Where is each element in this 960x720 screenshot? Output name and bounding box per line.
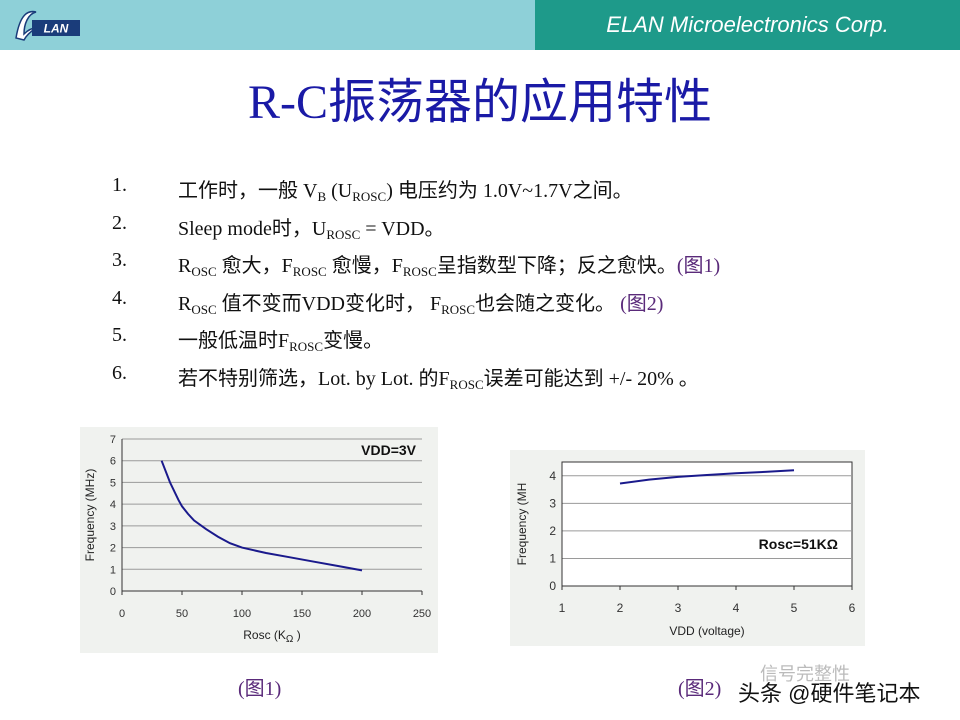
y-tick-label: 6	[110, 456, 116, 468]
y-axis-label: Frequency (MHz)	[83, 469, 97, 562]
plot-area	[561, 461, 853, 587]
y-tick-label: 1	[110, 564, 116, 576]
x-tick-label: 5	[791, 601, 798, 615]
list-item: 1. 工作时，一般 VB (UROSC) 电压约为 1.0V~1.7V之间。	[112, 170, 912, 208]
y-tick-label: 0	[110, 586, 116, 598]
list-item: 6. 若不特别筛选，Lot. by Lot. 的FROSC误差可能达到 +/- …	[112, 358, 912, 396]
chart-annotation: Rosc=51KΩ	[759, 536, 838, 552]
x-tick-label: 250	[413, 608, 431, 620]
list-item: 2. Sleep mode时，UROSC = VDD。	[112, 208, 912, 246]
list-number: 2.	[112, 211, 127, 234]
list-text: ROSC 值不变而VDD变化时， FROSC也会随之变化。 (图2)	[178, 292, 664, 317]
characteristics-list: 1. 工作时，一般 VB (UROSC) 电压约为 1.0V~1.7V之间。 2…	[112, 170, 912, 395]
figure-ref: (图2)	[620, 292, 664, 315]
y-tick-label: 3	[110, 521, 116, 533]
x-tick-label: 6	[849, 601, 856, 615]
list-text: 一般低温时FROSC变慢。	[178, 330, 384, 354]
x-tick-label: 2	[617, 601, 624, 615]
list-number: 3.	[112, 249, 127, 271]
list-number: 6.	[112, 361, 127, 384]
y-axis-label: Frequency (MH	[515, 483, 529, 566]
y-tick-label: 4	[110, 499, 116, 511]
x-axis-label: Rosc (KΩ )	[243, 628, 301, 645]
x-axis-unit: Ω	[286, 634, 294, 645]
x-axis-label: VDD (voltage)	[669, 624, 744, 638]
x-tick-label: 0	[119, 608, 125, 620]
x-tick-label: 4	[733, 601, 740, 615]
chart-annotation: VDD=3V	[361, 442, 417, 458]
list-text: 若不特别筛选，Lot. by Lot. 的FROSC误差可能达到 +/- 20%…	[178, 367, 699, 392]
x-tick-label: 3	[675, 601, 682, 615]
list-number: 5.	[112, 324, 127, 346]
list-number: 4.	[112, 286, 127, 309]
x-tick-label: 50	[176, 608, 188, 620]
watermark-signal: 信号完整性	[760, 664, 850, 684]
logo-text: LAN	[44, 22, 69, 36]
list-text: ROSC 愈大，FROSC 愈慢，FROSC呈指数型下降；反之愈快。(图1)	[178, 255, 721, 279]
list-item: 5. 一般低温时FROSC变慢。	[112, 320, 912, 358]
series-line	[160, 460, 363, 572]
list-item: 4. ROSC 值不变而VDD变化时， FROSC也会随之变化。 (图2)	[112, 283, 912, 321]
y-tick-label: 3	[549, 496, 556, 510]
elan-logo-icon: LAN	[10, 4, 84, 46]
chart-frequency-vs-rosc: 0 1 2 3 4 5 6 7 0 50 100 150 200 250 VDD=3V Frequency (…	[80, 427, 438, 653]
figure-ref: (图1)	[676, 255, 721, 277]
header-bar: LAN ELAN Microelectronics Corp.	[0, 0, 960, 50]
chart1-caption: (图1)	[238, 678, 282, 700]
chart1-svg: 0 1 2 3 4 5 6 7 0 50 100 150 200 250 VDD=3V Frequency (…	[83, 434, 431, 645]
list-text: Sleep mode时，UROSC = VDD。	[178, 217, 445, 242]
y-tick-label: 4	[549, 469, 556, 483]
list-number: 1.	[112, 174, 127, 196]
x-tick-label: 200	[353, 608, 371, 620]
chart-frequency-vs-vdd: 0 1 2 3 4 1 2 3 4 5 6 Rosc=51KΩ Frequency (MH VDD (vo…	[510, 450, 865, 646]
y-tick-label: 2	[549, 524, 556, 538]
x-tick-label: 150	[293, 608, 311, 620]
list-item: 3. ROSC 愈大，FROSC 愈慢，FROSC呈指数型下降；反之愈快。(图1…	[112, 245, 912, 283]
slide-title: R-C振荡器的应用特性	[247, 76, 713, 129]
series-line	[619, 469, 795, 485]
elan-logo: LAN	[10, 4, 84, 46]
y-tick-label: 5	[110, 477, 116, 489]
company-name: ELAN Microelectronics Corp.	[535, 0, 960, 50]
watermark-source: 头条 @硬件笔记本	[738, 681, 921, 706]
list-text: 工作时，一般 VB (UROSC) 电压约为 1.0V~1.7V之间。	[178, 180, 633, 204]
y-tick-label: 1	[549, 551, 556, 565]
x-tick-label: 100	[233, 608, 251, 620]
y-tick-label: 0	[549, 579, 556, 593]
x-tick-label: 1	[559, 601, 566, 615]
chart2-caption: (图2)	[678, 678, 722, 700]
y-tick-label: 7	[110, 434, 116, 446]
y-tick-label: 2	[110, 543, 116, 555]
